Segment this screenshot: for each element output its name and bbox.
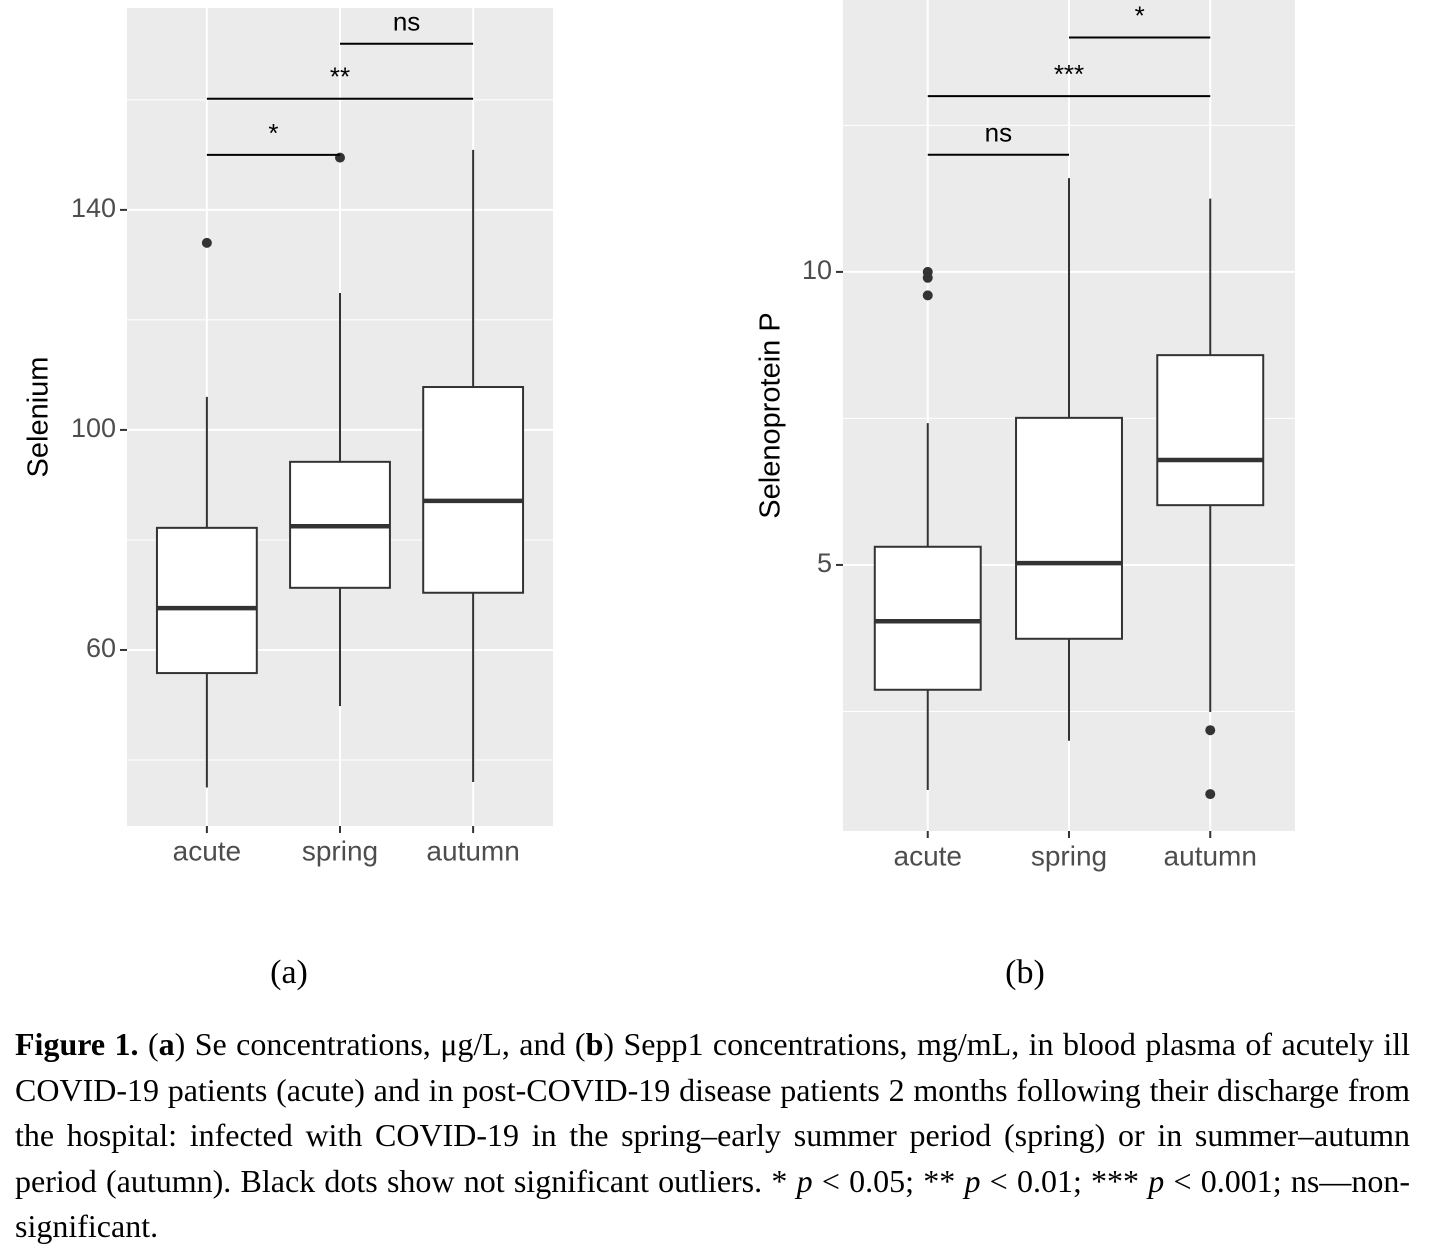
caption-text: ) Se concentrations, μg/L, and (	[174, 1026, 586, 1062]
caption-text: < 0.001; ns—non-significant.	[15, 1162, 1411, 1245]
caption-text: a	[158, 1026, 175, 1062]
significance-label: *	[1135, 0, 1145, 30]
caption-text: ) Sepp1 concentrations, mg/mL, in blood …	[15, 1026, 1411, 1199]
caption-text: (	[138, 1026, 159, 1062]
x-tick-label: spring	[1031, 840, 1107, 871]
caption-text: b	[585, 1026, 604, 1062]
panel-label: (b)	[1005, 954, 1045, 991]
box	[155, 526, 258, 675]
significance-label: **	[330, 62, 350, 92]
x-tick-label: acute	[173, 835, 242, 866]
y-tick-label: 100	[71, 413, 116, 443]
y-tick-label: 140	[71, 193, 116, 223]
box	[1156, 354, 1265, 507]
caption-text: p	[796, 1162, 813, 1199]
box	[1015, 416, 1123, 640]
outlier	[1205, 725, 1216, 736]
x-tick-label: spring	[302, 835, 378, 866]
caption-text: p	[964, 1162, 981, 1199]
box	[873, 545, 982, 691]
box	[422, 386, 525, 594]
significance-label: *	[268, 118, 278, 148]
caption: Figure 1. (a) Se concentrations, μg/L, a…	[15, 1022, 1410, 1250]
panel-label: (a)	[270, 954, 308, 991]
y-axis-title: Selenoprotein P	[755, 312, 787, 518]
x-tick-label: acute	[894, 840, 963, 871]
y-axis-title: Selenium	[23, 357, 55, 478]
outlier	[922, 290, 933, 301]
outlier	[1205, 789, 1216, 800]
significance-label: ***	[1054, 59, 1084, 89]
y-tick-label: 10	[802, 255, 832, 285]
x-tick-label: autumn	[1164, 840, 1257, 871]
significance-label: ns	[393, 7, 420, 37]
x-tick-label: autumn	[426, 835, 519, 866]
significance-label: ns	[985, 118, 1012, 148]
outlier	[922, 272, 933, 283]
outlier	[201, 237, 212, 248]
caption-text: < 0.01; ***	[980, 1162, 1149, 1199]
caption-text: Figure 1.	[15, 1026, 139, 1062]
y-tick-label: 5	[817, 548, 832, 578]
y-tick-label: 60	[86, 633, 116, 663]
caption-text: < 0.05; **	[812, 1162, 965, 1199]
caption-text: p	[1148, 1162, 1165, 1199]
